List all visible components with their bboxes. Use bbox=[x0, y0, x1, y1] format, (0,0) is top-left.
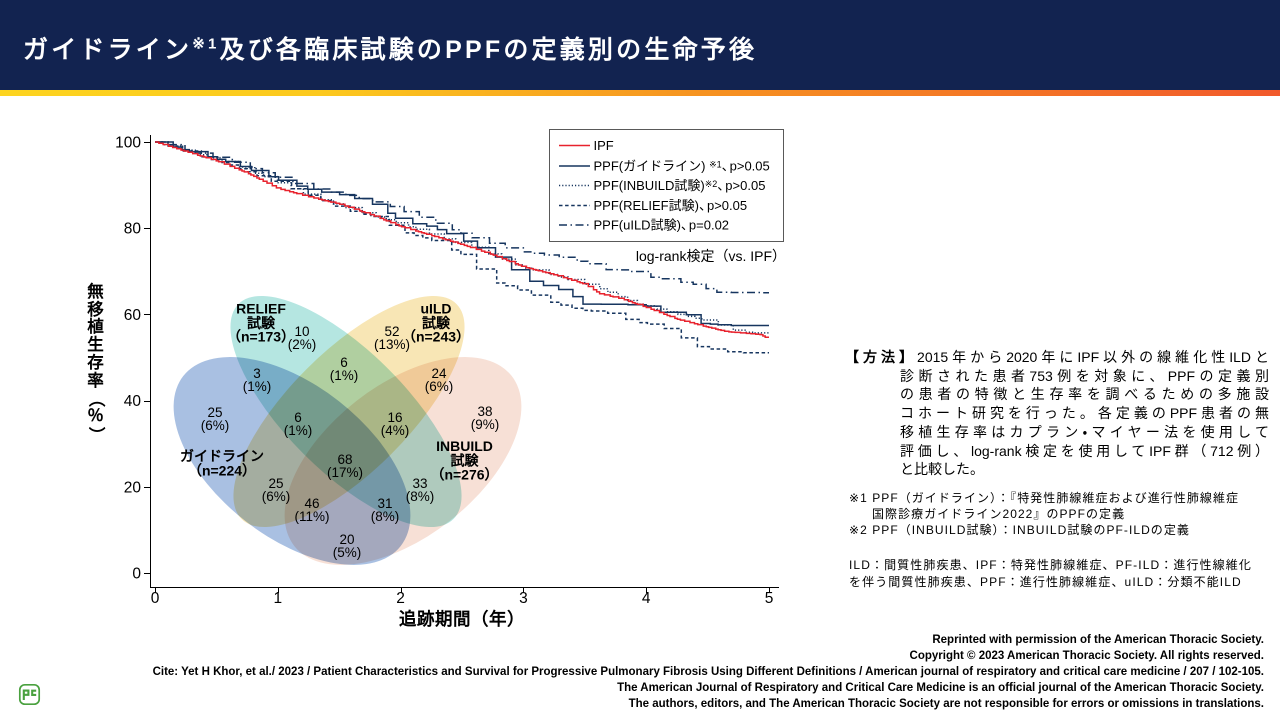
svg-text:6: 6 bbox=[294, 410, 302, 425]
svg-text:(6%): (6%) bbox=[425, 379, 454, 394]
svg-text:PPF(ガイドライン) ※1、p>0.05: PPF(ガイドライン) ※1、p>0.05 bbox=[594, 159, 770, 174]
svg-text:(8%): (8%) bbox=[406, 489, 435, 504]
svg-text:38: 38 bbox=[477, 404, 492, 419]
svg-text:(5%): (5%) bbox=[333, 545, 362, 560]
svg-text:追跡期間（年）: 追跡期間（年） bbox=[399, 609, 525, 629]
svg-text:5: 5 bbox=[765, 590, 774, 607]
svg-text:(2%): (2%) bbox=[288, 337, 317, 352]
svg-text:40: 40 bbox=[124, 393, 142, 410]
svg-text:INBUILD: INBUILD bbox=[436, 438, 493, 454]
svg-text:24: 24 bbox=[431, 366, 447, 381]
svg-text:16: 16 bbox=[387, 410, 402, 425]
svg-text:(13%): (13%) bbox=[374, 337, 410, 352]
svg-text:46: 46 bbox=[304, 496, 319, 511]
svg-text:(6%): (6%) bbox=[262, 489, 291, 504]
svg-text:1: 1 bbox=[273, 590, 282, 607]
svg-text:2: 2 bbox=[396, 590, 405, 607]
svg-text:80: 80 bbox=[124, 221, 142, 238]
svg-text:(11%): (11%) bbox=[294, 509, 329, 524]
svg-text:25: 25 bbox=[207, 405, 222, 420]
svg-text:(8%): (8%) bbox=[371, 509, 400, 524]
svg-text:PPF(INBUILD試験)※2、p>0.05: PPF(INBUILD試験)※2、p>0.05 bbox=[594, 178, 766, 193]
svg-text:ガイドライン: ガイドライン bbox=[180, 448, 264, 464]
svg-text:10: 10 bbox=[294, 324, 309, 339]
svg-text:（n=173）: （n=173） bbox=[227, 329, 295, 345]
svg-text:(6%): (6%) bbox=[201, 418, 230, 433]
svg-text:(4%): (4%) bbox=[381, 423, 410, 438]
svg-text:31: 31 bbox=[377, 496, 392, 511]
svg-text:4: 4 bbox=[642, 590, 651, 607]
svg-text:PPF(RELIEF試験)、p>0.05: PPF(RELIEF試験)、p>0.05 bbox=[594, 198, 748, 213]
svg-text:6: 6 bbox=[340, 355, 348, 370]
svg-text:(1%): (1%) bbox=[330, 368, 359, 383]
svg-text:20: 20 bbox=[124, 479, 142, 496]
svg-text:(9%): (9%) bbox=[471, 417, 500, 432]
svg-text:PPF(uILD試験)、p=0.02: PPF(uILD試験)、p=0.02 bbox=[594, 218, 730, 233]
svg-text:（n=243）: （n=243） bbox=[402, 329, 470, 345]
svg-text:0: 0 bbox=[151, 590, 160, 607]
svg-text:uILD: uILD bbox=[420, 301, 451, 317]
svg-text:RELIEF: RELIEF bbox=[236, 301, 286, 317]
svg-text:25: 25 bbox=[268, 476, 283, 491]
svg-text:（n=224）: （n=224） bbox=[188, 463, 256, 479]
svg-text:60: 60 bbox=[124, 307, 142, 324]
svg-text:20: 20 bbox=[339, 532, 354, 547]
svg-text:（n=276）: （n=276） bbox=[430, 467, 498, 483]
svg-text:(1%): (1%) bbox=[243, 379, 272, 394]
svg-text:3: 3 bbox=[253, 366, 261, 381]
svg-text:試験: 試験 bbox=[422, 315, 451, 331]
svg-text:IPF: IPF bbox=[594, 138, 614, 153]
svg-text:(17%): (17%) bbox=[327, 465, 363, 480]
svg-text:log-rank検定（vs. IPF）: log-rank検定（vs. IPF） bbox=[636, 248, 786, 264]
svg-text:52: 52 bbox=[384, 324, 399, 339]
svg-text:68: 68 bbox=[337, 452, 352, 467]
svg-text:0: 0 bbox=[132, 566, 141, 583]
svg-text:試験: 試験 bbox=[247, 315, 276, 331]
svg-text:試験: 試験 bbox=[451, 453, 480, 469]
svg-text:33: 33 bbox=[412, 476, 427, 491]
svg-text:(1%): (1%) bbox=[284, 423, 313, 438]
svg-text:100: 100 bbox=[115, 135, 141, 152]
svg-text:3: 3 bbox=[519, 590, 528, 607]
